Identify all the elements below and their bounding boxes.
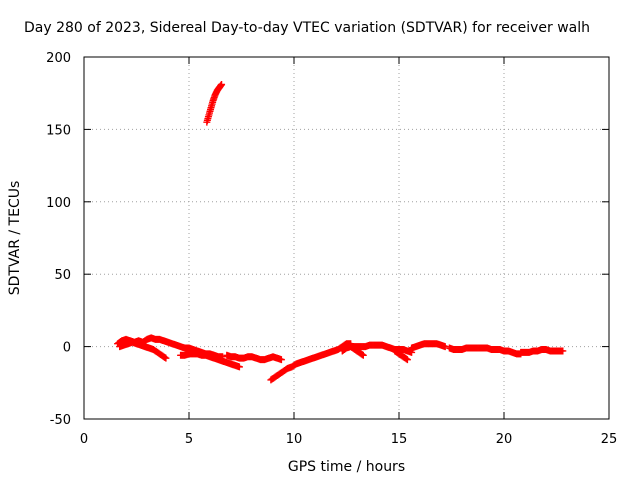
series-arc-5	[267, 340, 355, 384]
axis-ticks: 0 5 10 15 20 25 -50 0 50 100 150 200	[46, 51, 617, 447]
grid-layer	[84, 57, 609, 419]
series-arc-4	[223, 351, 285, 364]
x-axis-title: GPS time / hours	[288, 459, 405, 475]
x-tick-label: 5	[185, 432, 193, 447]
y-axis-title: SDTVAR / TECUs	[7, 181, 23, 296]
y-tick-label: -50	[50, 413, 71, 428]
plot-frame	[83, 56, 610, 420]
data-point	[162, 354, 170, 362]
chart-title: Day 280 of 2023, Sidereal Day-to-day VTE…	[24, 20, 590, 36]
data-point	[358, 351, 366, 359]
data-point	[559, 347, 567, 355]
series-arc-2	[116, 338, 170, 362]
x-tick-label: 25	[601, 432, 618, 447]
data-point	[359, 351, 367, 359]
series-arc-8	[391, 347, 411, 364]
data-point	[218, 81, 226, 89]
data-marks	[114, 81, 567, 384]
data-point	[161, 353, 169, 361]
series-arc-high	[203, 81, 226, 126]
y-tick-label: 100	[46, 196, 71, 211]
x-tick-label: 0	[80, 432, 88, 447]
y-tick-label: 150	[46, 123, 71, 138]
y-tick-label: 200	[46, 51, 71, 66]
series-arc-11	[517, 345, 567, 356]
series-arc-10	[445, 344, 525, 358]
y-tick-label: 0	[63, 341, 71, 356]
y-tick-label: 50	[54, 268, 71, 283]
series-arc-3	[177, 350, 243, 371]
data-point	[402, 355, 410, 363]
data-point	[235, 363, 243, 371]
data-point	[403, 356, 411, 364]
data-point	[277, 356, 285, 364]
x-tick-label: 15	[391, 432, 408, 447]
x-tick-label: 10	[286, 432, 303, 447]
series-arc-7	[345, 341, 416, 356]
data-point	[441, 343, 449, 351]
series-arc-9	[408, 340, 449, 352]
x-tick-label: 20	[496, 432, 513, 447]
